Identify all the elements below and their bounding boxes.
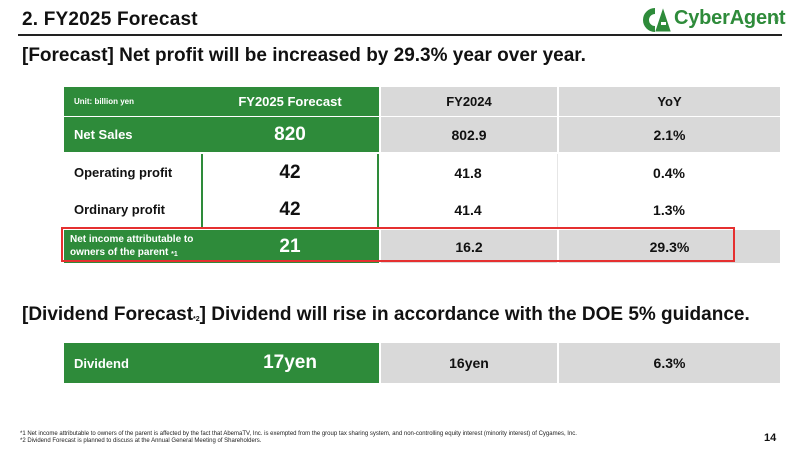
forecast-value: 42: [201, 154, 379, 191]
dividend-label: Dividend: [64, 343, 201, 383]
dividend-forecast-value: 17yen: [201, 343, 379, 383]
fy2024-value: 41.8: [379, 154, 557, 191]
dividend-heading: [Dividend Forecast*2] Dividend will rise…: [22, 304, 750, 326]
logo-wordmark: CyberAgent: [674, 7, 786, 29]
yoy-value: 1.3%: [557, 191, 780, 228]
dividend-fy2024-value: 16yen: [379, 343, 557, 383]
row-label-line2: owners of the parent: [70, 246, 169, 258]
page-number: 14: [764, 432, 777, 444]
footnote-1: *1 Net income attributable to owners of …: [20, 431, 577, 437]
table-row-operating-profit: Operating profit 42 41.8 0.4%: [64, 154, 780, 192]
logo-mark-icon: [643, 8, 671, 32]
fy2024-value: 16.2: [379, 230, 557, 263]
footnote-marker-2: *2: [193, 316, 200, 323]
footnote-2: *2 Dividend Forecast is planned to discu…: [20, 438, 262, 444]
yoy-value: 0.4%: [557, 154, 780, 191]
yoy-value: 29.3%: [557, 230, 780, 263]
table-row-net-income: Net income attributable to owners of the…: [64, 230, 780, 263]
column-header-forecast: FY2025 Forecast: [201, 87, 379, 116]
footnote-marker-1: *1: [171, 250, 178, 258]
unit-label: Unit: billion yen: [64, 87, 201, 116]
slide-title: 2. FY2025 Forecast: [22, 9, 198, 30]
forecast-value: 820: [201, 117, 379, 152]
forecast-value: 42: [201, 191, 379, 228]
row-label: Net Sales: [64, 117, 201, 152]
title-divider: [18, 34, 782, 36]
row-label-line1: Net income attributable to: [70, 233, 194, 245]
table-row-ordinary-profit: Ordinary profit 42 41.4 1.3%: [64, 191, 780, 228]
dividend-heading-prefix: [Dividend Forecast: [22, 304, 194, 325]
dividend-row: Dividend 17yen 16yen 6.3%: [64, 343, 780, 383]
table-header-row: Unit: billion yen FY2025 Forecast FY2024…: [64, 87, 780, 116]
row-label: Operating profit: [64, 154, 201, 191]
footnotes: *1 Net income attributable to owners of …: [20, 431, 577, 445]
forecast-heading: [Forecast] Net profit will be increased …: [22, 45, 586, 66]
logo-registered-mark: ®: [774, 17, 780, 24]
dividend-heading-suffix: ] Dividend will rise in accordance with …: [199, 304, 750, 325]
row-label: Net income attributable to owners of the…: [64, 230, 201, 263]
column-header-fy2024: FY2024: [379, 87, 557, 116]
yoy-value: 2.1%: [557, 117, 780, 152]
column-header-yoy: YoY: [557, 87, 780, 116]
row-label: Ordinary profit: [64, 191, 201, 228]
cyberagent-logo: CyberAgent ®: [641, 4, 786, 34]
net-income-highlight-box: [61, 227, 735, 262]
fy2024-value: 41.4: [379, 191, 557, 228]
fy2024-value: 802.9: [379, 117, 557, 152]
forecast-value: 21: [201, 230, 379, 263]
table-row-net-sales: Net Sales 820 802.9 2.1%: [64, 117, 780, 152]
dividend-yoy-value: 6.3%: [557, 343, 780, 383]
